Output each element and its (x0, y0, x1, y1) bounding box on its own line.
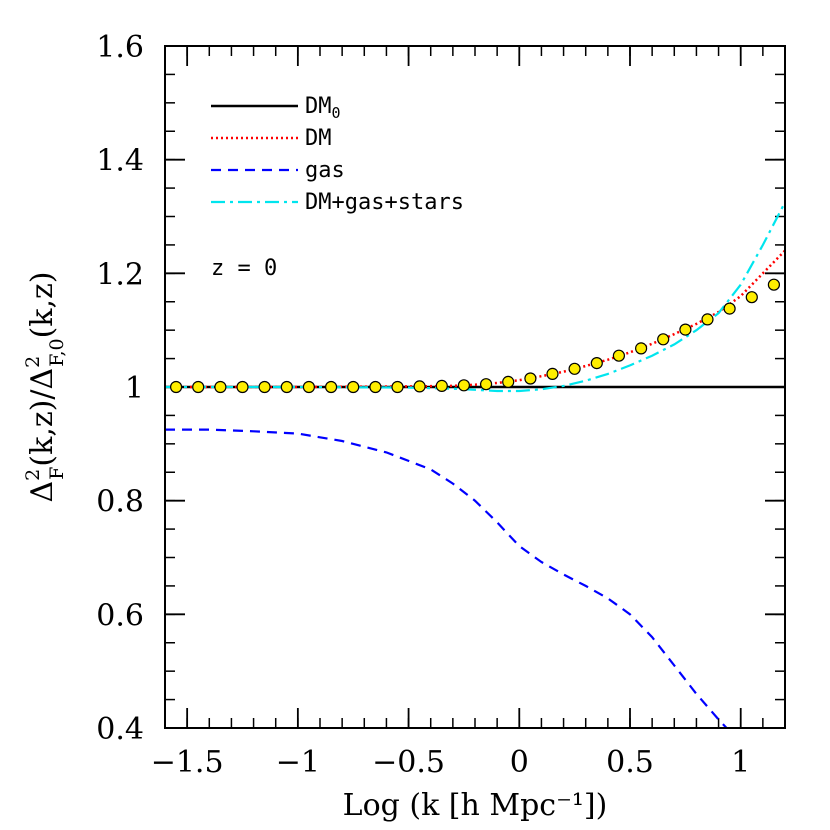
y-tick-label: 0.8 (96, 485, 144, 520)
series-layer (165, 201, 785, 728)
data-point (369, 380, 382, 394)
x-tick-label: −1 (276, 745, 320, 780)
y-tick-label: 1.4 (96, 144, 144, 179)
x-tick-label: 0 (510, 745, 529, 780)
data-point (347, 380, 360, 394)
data-point (590, 357, 603, 370)
x-tick-labels: −1.5 −1 −0.5 0 0.5 1 (151, 745, 751, 780)
data-points (170, 278, 781, 394)
x-tick-label: 0.5 (606, 745, 654, 780)
legend-label-dm-gas-stars: DM+gas+stars (305, 190, 464, 215)
data-point (634, 342, 648, 355)
data-point (325, 380, 338, 394)
y-title-suffix: (k,z) (25, 271, 60, 338)
data-point (170, 380, 183, 394)
y-title-sub2: F,0 (46, 338, 68, 366)
y-title-sup2: 2 (22, 356, 44, 368)
data-point (546, 367, 559, 380)
data-point (302, 380, 315, 394)
data-point (280, 380, 293, 394)
data-point (258, 380, 271, 394)
y-title-mid: (k,z)/Δ (25, 368, 60, 467)
data-point (192, 380, 205, 394)
data-point (767, 278, 781, 291)
x-axis-title: Log (k [h Mpc⁻¹]) (343, 788, 608, 823)
data-point (391, 380, 404, 394)
y-title-sub1: F (46, 467, 68, 480)
y-tick-label: 1 (125, 371, 144, 406)
y-title-prefix: Δ (25, 481, 60, 503)
y-tick-label: 1.2 (96, 257, 144, 292)
x-tick-label: 1 (731, 745, 750, 780)
y-tick-label: 0.6 (96, 598, 144, 633)
data-point (480, 378, 493, 391)
legend: DM0 DM gas DM+gas+stars (211, 94, 464, 215)
data-point (568, 362, 581, 375)
y-tick-labels: 0.4 0.6 0.8 1 1.2 1.4 1.6 (96, 30, 144, 747)
data-point (435, 379, 448, 392)
legend-label-gas: gas (305, 158, 345, 183)
data-point (413, 380, 426, 393)
x-tick-label: −1.5 (151, 745, 224, 780)
data-point (524, 372, 537, 385)
y-axis-title: Δ2 F(k,z)/Δ2 F,0(k,z) (22, 271, 68, 502)
data-point (502, 375, 515, 388)
legend-label-dm0: DM0 (305, 94, 341, 122)
plot-frame (164, 45, 786, 729)
legend-label-dm: DM (305, 126, 332, 151)
x-tick-label: −0.5 (372, 745, 445, 780)
data-point (457, 379, 470, 392)
data-point (723, 302, 736, 315)
y-tick-label: 0.4 (96, 712, 144, 747)
y-tick-label: 1.6 (96, 30, 144, 65)
data-point (612, 349, 626, 362)
y-title-sup1: 2 (22, 469, 44, 481)
data-point (679, 323, 692, 336)
data-point (701, 313, 714, 326)
data-point (657, 333, 670, 346)
series-line-gas (165, 428, 729, 728)
data-point (214, 380, 227, 394)
data-point (236, 380, 249, 394)
series-line-dm-gas-stars (165, 201, 785, 393)
annotation-redshift: z = 0 (211, 256, 277, 281)
data-point (745, 291, 758, 304)
